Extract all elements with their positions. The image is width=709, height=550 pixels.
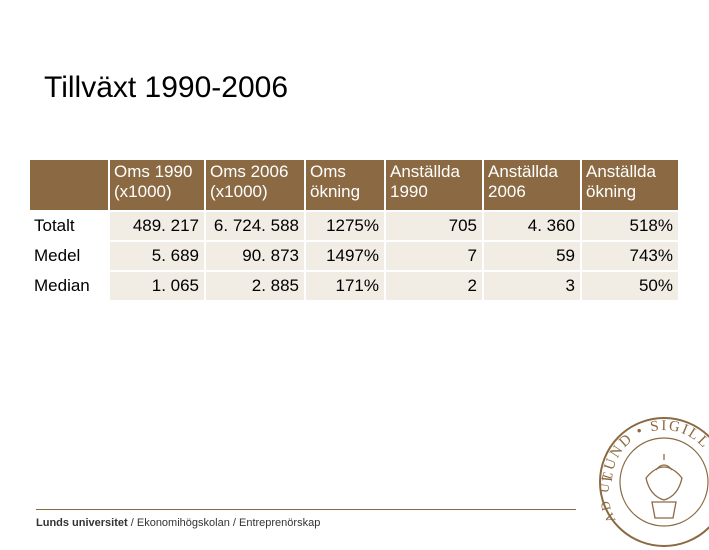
table-cell: 705 xyxy=(386,210,484,240)
seal-top-text: LUND • SIGILL xyxy=(600,418,709,483)
table-cell: 3 xyxy=(484,270,582,300)
footer-text: Lunds universitet / Ekonomihögskolan / E… xyxy=(36,517,321,529)
row-label: Median xyxy=(30,270,110,300)
table-cell: 50% xyxy=(582,270,678,300)
university-seal-icon: LUND • SIGILL AD UTRUMQUE xyxy=(594,410,709,547)
table-cell: 6. 724. 588 xyxy=(206,210,306,240)
growth-table: Oms 1990 (x1000) Oms 2006 (x1000) Oms öknin… xyxy=(30,160,678,300)
footer-org: Lunds universitet xyxy=(36,517,128,529)
header-oms-1990: Oms 1990 (x1000) xyxy=(110,160,206,210)
slide-title: Tillväxt 1990-2006 xyxy=(44,71,289,104)
table-cell: 1275% xyxy=(306,210,386,240)
table-cell: 171% xyxy=(306,270,386,300)
table-row: Totalt 489. 217 6. 724. 588 1275% 705 4.… xyxy=(30,210,678,240)
row-label: Totalt xyxy=(30,210,110,240)
table-cell: 1497% xyxy=(306,240,386,270)
header-oms-okning: Oms ökning xyxy=(306,160,386,210)
table-cell: 90. 873 xyxy=(206,240,306,270)
table-cell: 7 xyxy=(386,240,484,270)
table-cell: 1. 065 xyxy=(110,270,206,300)
svg-text:LUND • SIGILL: LUND • SIGILL xyxy=(600,418,709,483)
table-cell: 4. 360 xyxy=(484,210,582,240)
row-label: Medel xyxy=(30,240,110,270)
footer-dept: Ekonomihögskolan xyxy=(136,517,230,529)
table-cell: 518% xyxy=(582,210,678,240)
header-oms-2006: Oms 2006 (x1000) xyxy=(206,160,306,210)
table-cell: 489. 217 xyxy=(110,210,206,240)
header-anstallda-okning: Anställda ökning xyxy=(582,160,678,210)
table-cell: 743% xyxy=(582,240,678,270)
header-anstallda-1990: Anställda 1990 xyxy=(386,160,484,210)
table-cell: 2. 885 xyxy=(206,270,306,300)
table-cell: 5. 689 xyxy=(110,240,206,270)
footer-divider xyxy=(36,509,576,510)
table-cell: 59 xyxy=(484,240,582,270)
header-corner xyxy=(30,160,110,210)
table-row: Median 1. 065 2. 885 171% 2 3 50% xyxy=(30,270,678,300)
footer-unit: Entreprenörskap xyxy=(238,517,321,529)
table-cell: 2 xyxy=(386,270,484,300)
table-row: Medel 5. 689 90. 873 1497% 7 59 743% xyxy=(30,240,678,270)
header-anstallda-2006: Anställda 2006 xyxy=(484,160,582,210)
header-row: Oms 1990 (x1000) Oms 2006 (x1000) Oms öknin… xyxy=(30,160,678,210)
